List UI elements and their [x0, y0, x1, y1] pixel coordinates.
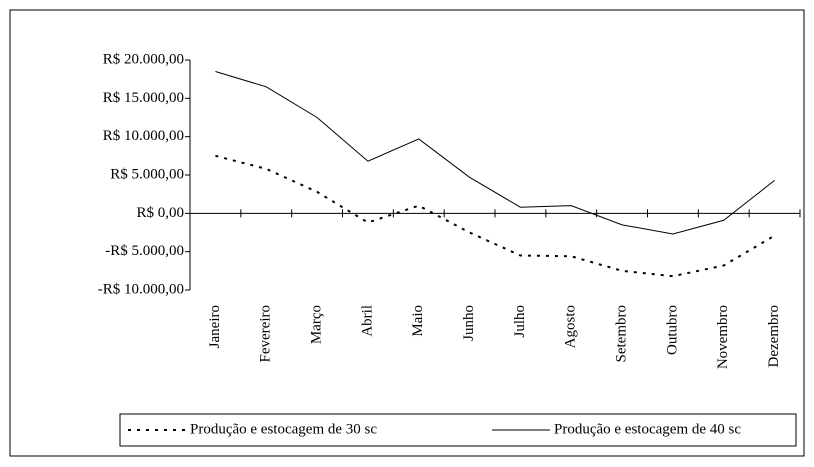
x-tick-label: Junho [461, 305, 477, 341]
y-tick-label: R$ 5.000,00 [110, 166, 184, 182]
x-tick-label: Setembro [614, 305, 630, 363]
series-line [215, 71, 775, 235]
legend-label: Produção e estocagem de 40 sc [554, 421, 741, 437]
x-tick-label: Agosto [563, 305, 579, 348]
y-tick-label: R$ 20.000,00 [103, 51, 184, 67]
y-tick-label: -R$ 10.000,00 [98, 281, 184, 297]
x-tick-label: Abril [359, 305, 375, 337]
chart-border [9, 9, 805, 457]
y-tick-label: R$ 10.000,00 [103, 128, 184, 144]
x-tick-label: Fevereiro [258, 305, 274, 362]
x-tick-label: Outubro [664, 305, 680, 355]
x-tick-label: Maio [410, 305, 426, 337]
x-tick-label: Dezembro [766, 305, 782, 367]
x-tick-label: Novembro [715, 305, 731, 369]
legend-box [119, 413, 797, 447]
y-tick-label: R$ 0,00 [136, 205, 184, 221]
legend-label: Produção e estocagem de 30 sc [190, 421, 377, 437]
x-tick-label: Julho [512, 305, 528, 338]
y-tick-label: R$ 15.000,00 [103, 90, 184, 106]
x-tick-label: Março [309, 305, 325, 344]
y-tick-label: -R$ 5.000,00 [105, 243, 184, 259]
series-line [215, 154, 776, 278]
x-tick-label: Janeiro [207, 305, 223, 348]
